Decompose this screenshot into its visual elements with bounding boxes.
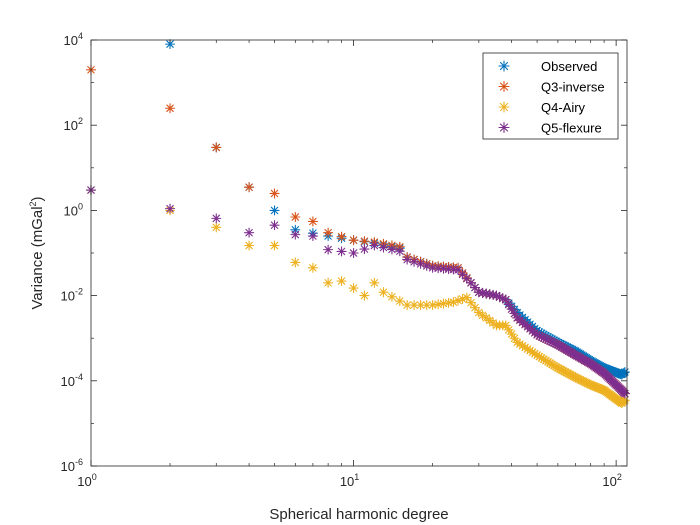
legend-marker [498, 80, 510, 93]
data-point [323, 244, 334, 255]
data-point [244, 227, 255, 238]
data-point [619, 388, 630, 399]
data-point [307, 216, 318, 227]
data-point [290, 229, 301, 240]
data-point [394, 296, 405, 307]
legend-marker [498, 60, 510, 72]
data-point [359, 290, 370, 301]
data-points [85, 39, 630, 409]
y-tick-label: 10-2 [61, 287, 83, 304]
data-point [359, 236, 370, 247]
data-point [211, 213, 222, 224]
data-point [323, 277, 334, 288]
x-tick-label: 101 [340, 472, 359, 489]
x-tick-label: 102 [602, 472, 621, 489]
data-point [348, 247, 359, 259]
data-point [378, 242, 389, 253]
data-point [359, 244, 370, 255]
legend-label: Q5-flexure [541, 121, 602, 136]
data-point [269, 188, 280, 199]
y-axis-label: Variance (mGal2) [28, 196, 46, 309]
data-point [336, 246, 347, 257]
data-point [465, 277, 477, 288]
series-q5-flexure [85, 185, 630, 399]
y-tick-label: 102 [64, 116, 83, 133]
data-point [336, 275, 347, 287]
legend-marker [498, 101, 510, 113]
data-point [457, 293, 468, 305]
data-point [386, 244, 397, 255]
data-point [394, 246, 405, 257]
legend-marker [498, 121, 510, 134]
data-point [290, 257, 301, 268]
data-point [506, 303, 517, 315]
legend: Observed Q3-inverse Q4-Airy Q5-flexure [482, 52, 619, 140]
data-point [211, 222, 222, 233]
y-tick-label: 10-4 [61, 372, 83, 389]
data-point [348, 235, 359, 246]
data-point [369, 277, 380, 288]
data-point [164, 103, 176, 114]
data-point [307, 230, 318, 242]
data-point [402, 254, 413, 265]
data-point [465, 297, 477, 308]
legend-label: Q3-inverse [541, 80, 605, 95]
data-point [469, 282, 481, 293]
data-point [323, 227, 334, 238]
data-point [421, 260, 432, 271]
x-tick-label: 100 [77, 472, 96, 489]
legend-label: Q4-Airy [541, 100, 586, 115]
series-q4-airy [85, 185, 630, 409]
data-point [269, 240, 280, 251]
data-point [457, 269, 468, 280]
data-point [269, 220, 280, 231]
plot-frame [90, 39, 628, 467]
data-point [211, 142, 222, 153]
data-point [336, 231, 347, 242]
data-point [244, 240, 255, 251]
y-tick-label: 10-6 [61, 457, 83, 474]
data-point [290, 211, 301, 223]
data-point [386, 291, 397, 302]
y-tick-label: 100 [64, 201, 83, 218]
data-point [415, 258, 426, 269]
x-axis-label: Spherical harmonic degree [269, 506, 448, 523]
data-point [244, 182, 255, 193]
data-point [307, 262, 318, 273]
data-point [469, 302, 481, 313]
tick-labels: 100 101 102 10-6 10-4 10-2 100 102 104 [61, 31, 622, 489]
data-point [500, 320, 511, 331]
y-tick-label: 104 [64, 31, 83, 48]
data-point [443, 297, 454, 308]
data-point [269, 205, 280, 216]
data-point [348, 283, 359, 294]
data-point [503, 299, 514, 310]
data-point [619, 367, 630, 378]
legend-label: Observed [541, 59, 597, 74]
data-point [409, 256, 420, 267]
data-point [369, 240, 380, 251]
data-point [378, 287, 389, 298]
data-point [461, 292, 472, 303]
data-point [164, 203, 176, 214]
